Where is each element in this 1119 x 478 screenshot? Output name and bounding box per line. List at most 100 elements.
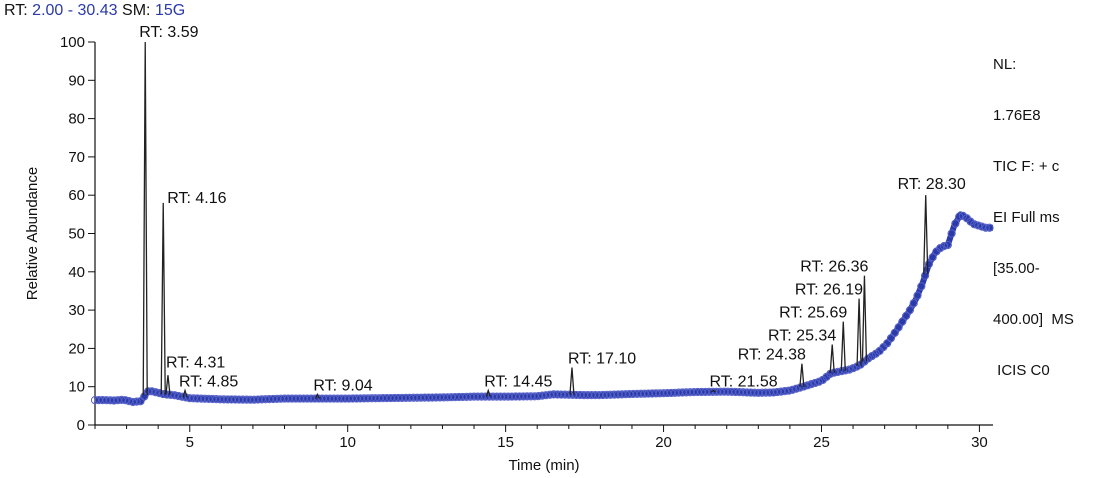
trace-marker [848,364,858,373]
trace-marker [951,219,960,228]
trace-marker [155,389,164,398]
trace-marker [928,253,937,262]
x-tick-label: 5 [186,434,194,451]
peak-spike [923,195,929,274]
x-tick-label: 25 [813,434,830,451]
trace-marker [939,242,949,251]
trace-marker [811,378,820,388]
trace-marker [132,397,141,406]
trace-marker [170,391,179,400]
trace-marker [909,299,918,308]
y-tick-label: 80 [68,111,85,128]
trace-marker [936,243,945,253]
rt-label: RT: [4,2,28,19]
sm-label: SM: [122,2,151,19]
peak-spike [799,363,805,388]
trace-marker [917,282,926,291]
peak-label: RT: 21.58 [709,374,777,391]
trace-marker [147,387,156,396]
info-line: ICIS C0 [993,362,1050,379]
trace-marker [943,240,952,250]
trace-marker [121,396,130,405]
peak-spike [182,388,188,398]
peak-spike [314,392,320,399]
trace-marker [981,223,990,232]
trace-marker [977,222,987,231]
peak-label: RT: 9.04 [313,377,372,394]
trace-marker [985,223,994,232]
trace-marker [947,229,956,238]
trace-marker [974,221,983,230]
info-line: 400.00] MS [993,311,1074,328]
y-tick-label: 30 [68,302,85,319]
peak-label: RT: 26.19 [795,282,863,299]
x-tick-label: 20 [655,434,672,451]
trace-marker [166,390,175,399]
peak-label: RT: 14.45 [484,374,552,391]
info-line: [35.00- [993,260,1040,277]
trace-series [90,211,994,407]
trace-marker [151,388,160,397]
trace-marker [886,334,896,343]
peak-spike [165,375,171,395]
scan-info-box: NL: 1.76E8 TIC F: + c EI Full ms [35.00-… [993,22,1074,396]
peak-spike [485,388,491,397]
y-tick-label: 60 [68,187,85,204]
peak-spike [569,367,575,395]
y-axis-label: Relative Abundance [24,167,41,300]
trace-marker [792,384,801,393]
info-line: TIC F: + c [993,158,1060,175]
info-line: EI Full ms [993,209,1060,226]
peak-spike [861,275,868,362]
trace-marker [955,212,964,221]
chromatogram-header: RT: 2.00 - 30.43 SM: 15G [4,2,185,20]
peak-labels: RT: 3.59 RT: 4.16 RT: 4.31 RT: 4.85 RT: 9.04… [139,24,966,399]
peak-label: RT: 28.30 [898,176,966,193]
trace-marker [905,306,915,315]
peak-label: RT: 26.36 [800,259,868,276]
y-tick-label: 90 [68,72,85,89]
peak-spike [142,41,148,396]
peak-label: RT: 25.34 [768,328,836,345]
peak-spike [856,298,862,366]
trace-marker [788,385,797,394]
peak-label: RT: 17.10 [568,351,636,368]
trace-marker [970,220,979,229]
peak-spike [829,344,835,374]
trace-marker [920,271,930,280]
trace-marker [780,387,789,396]
peak-label: RT: 4.16 [167,190,226,207]
peak-spike [711,389,716,393]
trace-marker [902,311,911,320]
y-tick-label: 0 [77,417,85,434]
peak-label: RT: 4.85 [179,374,238,391]
trace-marker [784,386,793,395]
y-tick-label: 100 [60,34,85,51]
info-line: NL: [993,56,1017,73]
x-axis-label: Time (min) [508,457,579,474]
trace-marker [807,380,816,389]
peak-label: RT: 25.69 [779,305,847,322]
x-tick-label: 10 [339,434,356,451]
trace-marker [894,323,903,332]
trace-marker [898,317,907,326]
peak-label: RT: 4.31 [166,355,225,372]
sm-value: 15G [154,2,186,19]
rt-range: 2.00 - 30.43 [32,2,118,19]
trace-marker [890,328,899,337]
trace-marker [117,395,126,404]
chart-axes: 0 10 20 30 40 50 60 70 80 90 100 5 10 15 20 25 30 [60,34,993,451]
peak-spike [160,202,166,395]
y-tick-label: 40 [68,264,85,281]
trace-marker [178,392,187,401]
x-tick-label: 30 [971,434,988,451]
x-tick-label: 15 [497,434,514,451]
peak-label: RT: 24.38 [738,347,806,364]
y-tick-label: 20 [68,340,85,357]
info-line: 1.76E8 [993,107,1041,124]
trace-marker [924,260,933,269]
trace-marker [913,291,922,300]
trace-marker [174,391,183,401]
trace-marker [814,377,824,386]
